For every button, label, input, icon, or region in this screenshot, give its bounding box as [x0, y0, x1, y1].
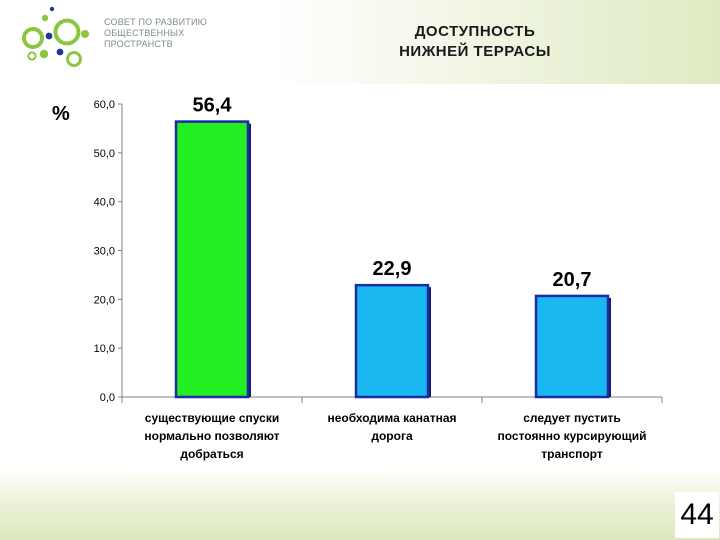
x-category-label: следует пустить постоянно курсирующий тран… [497, 411, 646, 461]
org-name: СОВЕТ ПО РАЗВИТИЮ ОБЩЕСТВЕННЫХ ПРОСТРАНС… [104, 17, 207, 50]
org-name-line: ПРОСТРАНСТВ [104, 39, 173, 49]
y-tick-label: 10,0 [94, 343, 115, 355]
x-category-label-line: необходима канатная [327, 411, 456, 425]
x-category-label-line: нормально позволяют [144, 429, 279, 443]
footer-band [0, 470, 720, 540]
bar-value-label: 20,7 [553, 269, 592, 291]
bar [534, 294, 610, 399]
slide-title: ДОСТУПНОСТЬ НИЖНЕЙ ТЕРРАСЫ [340, 22, 610, 62]
y-tick-label: 50,0 [94, 148, 115, 160]
org-name-line: СОВЕТ ПО РАЗВИТИЮ [104, 17, 207, 27]
header-band [0, 0, 720, 84]
y-tick-label: 30,0 [94, 246, 115, 258]
y-tick-label: 0,0 [100, 392, 115, 404]
bar-value-label: 56,4 [193, 95, 233, 117]
y-axis-label: % [52, 103, 70, 125]
y-tick-label: 60,0 [94, 99, 115, 111]
x-category-label-line: дорога [371, 429, 413, 443]
page-number: 44 [680, 498, 714, 531]
x-category-label-line: добраться [180, 447, 243, 461]
slide-title-line: НИЖНЕЙ ТЕРРАСЫ [399, 43, 551, 60]
x-category-label: необходима канатная дорога [327, 411, 456, 443]
slide-title-line: ДОСТУПНОСТЬ [414, 23, 536, 40]
bar [174, 120, 250, 399]
page-number-box: 44 [675, 492, 719, 538]
x-category-label-line: следует пустить [523, 411, 621, 425]
x-category-label-line: постоянно курсирующий [497, 429, 646, 443]
bar [354, 283, 430, 399]
y-tick-label: 20,0 [94, 294, 115, 306]
x-category-label-line: транспорт [541, 447, 603, 461]
org-name-line: ОБЩЕСТВЕННЫХ [104, 28, 185, 38]
y-tick-label: 40,0 [94, 197, 115, 209]
x-category-label-line: существующие спуски [145, 411, 279, 425]
x-category-label: существующие спуски нормально позволяют до… [144, 411, 279, 461]
org-logo [22, 6, 89, 67]
bar-value-label: 22,9 [373, 258, 412, 280]
